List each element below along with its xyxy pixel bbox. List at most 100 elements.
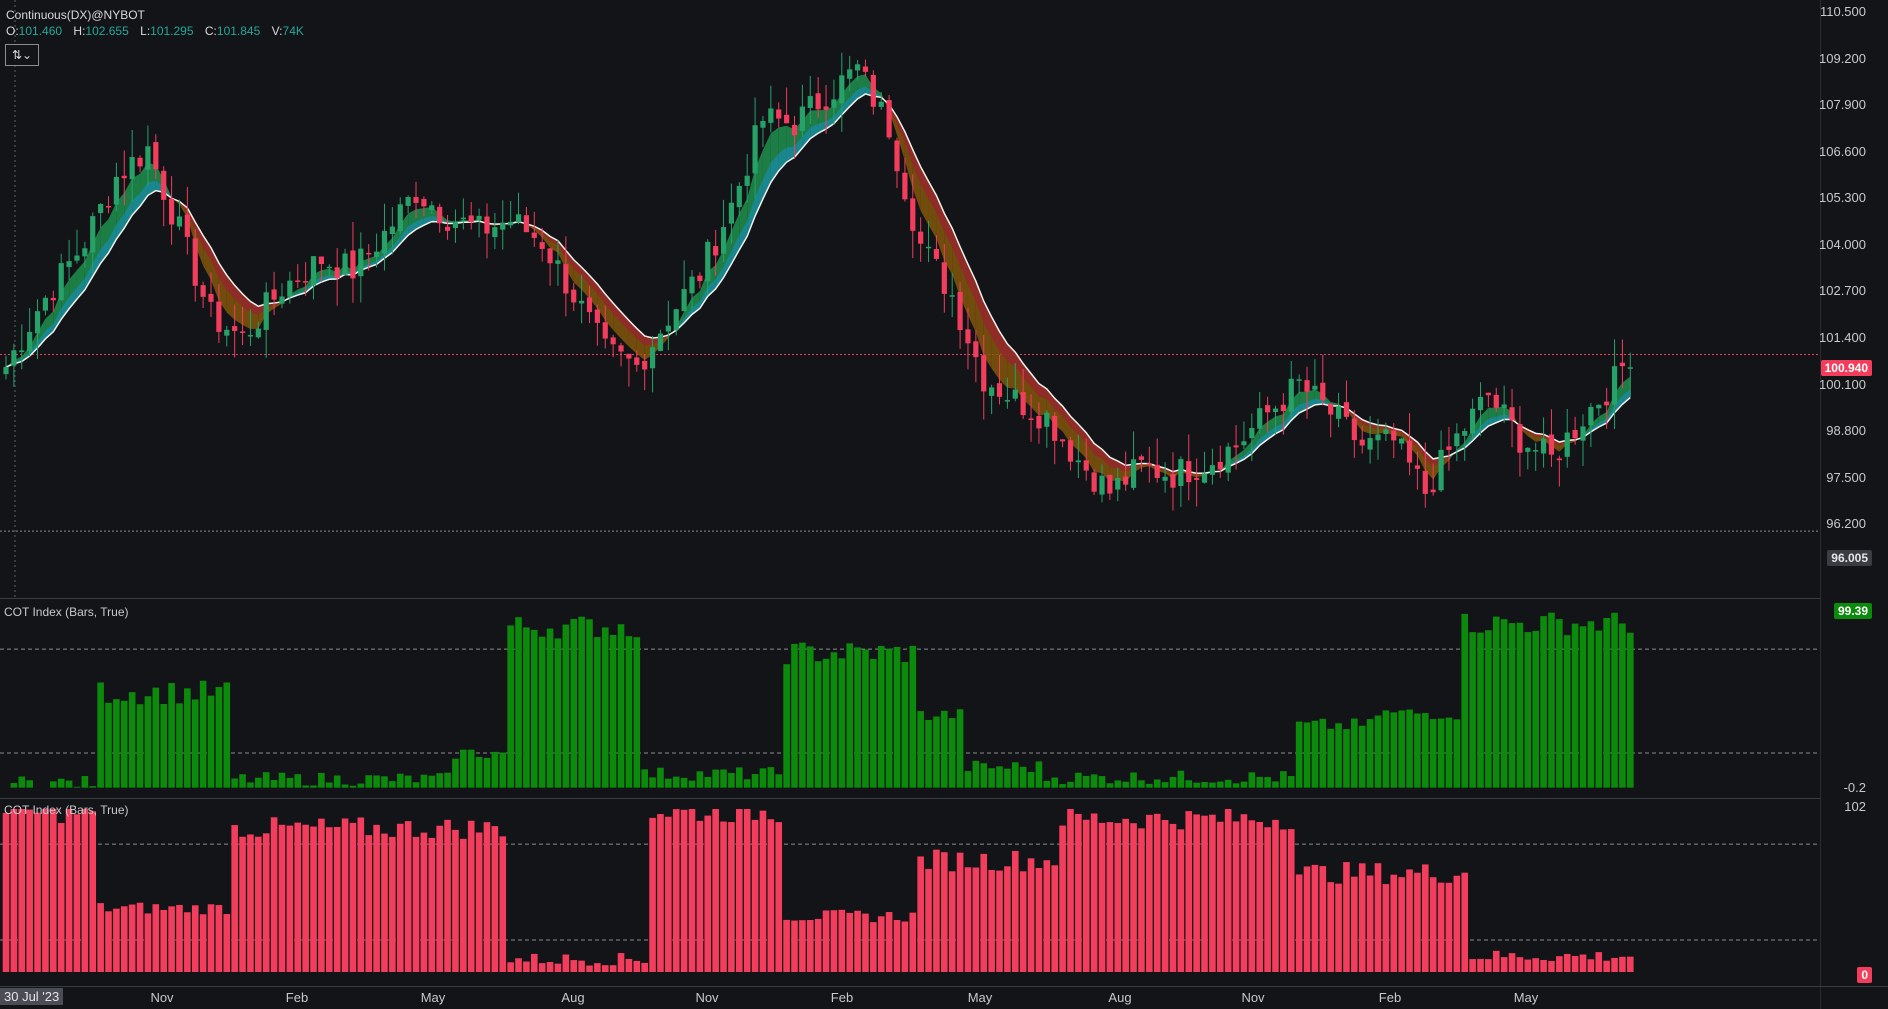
candle-body [563, 264, 569, 294]
cot-long-bar [207, 695, 215, 788]
price-chart[interactable] [0, 0, 1888, 597]
cot-long-bar [1287, 776, 1295, 788]
ribbon-inner-segment [1236, 455, 1244, 464]
candle-body [902, 172, 908, 200]
cot-long-bar [1067, 781, 1074, 788]
candle-body [1446, 446, 1452, 450]
cot-long-chart[interactable] [0, 599, 1888, 798]
candle-body [1414, 465, 1421, 469]
price-axis-label: 102.700 [1819, 283, 1866, 299]
cot-short-bar [1004, 866, 1011, 972]
cot-long-bar [1429, 719, 1437, 788]
ribbon-inner-segment [29, 341, 38, 357]
candle-body [1438, 449, 1444, 491]
cot-short-bar [625, 958, 633, 972]
cot-short-bar [1603, 960, 1610, 972]
ohlcv-legend: O:101.460 H:102.655 L:101.295 C:101.845 … [6, 24, 312, 38]
cot-short-bar [1398, 877, 1405, 972]
cot-long-bar [609, 634, 617, 788]
candle-body [1351, 418, 1357, 441]
cot-long-bar [680, 777, 688, 788]
cot-long-bar [649, 777, 656, 788]
cot-short-bar [467, 820, 475, 972]
cot-long-bar [996, 766, 1003, 788]
candle-body [1493, 394, 1499, 408]
cot-long-bar [523, 627, 530, 788]
candle-body [452, 222, 459, 228]
cot-short-chart[interactable] [0, 799, 1888, 976]
price-axis[interactable] [1820, 0, 1888, 1009]
cot-long-bar [89, 786, 97, 788]
candle-body [129, 157, 135, 180]
cot-long-bar [420, 774, 428, 788]
cot-short-bar [302, 824, 309, 972]
candle-body [539, 242, 545, 249]
cot-pane-long[interactable]: COT Index (Bars, True) [0, 599, 1888, 798]
cot-long-bar [1106, 783, 1114, 788]
cot-short-bar [736, 809, 743, 972]
candle-body [421, 198, 427, 207]
interval-dropdown-button[interactable]: ⇅⌄ [5, 44, 39, 66]
cot-long-bar [507, 625, 514, 788]
ribbon-inner-segment [557, 240, 566, 258]
cot-long-bar [720, 769, 727, 788]
candle-body [200, 285, 206, 297]
candle-body [1343, 402, 1350, 417]
cot-short-bar [1216, 821, 1224, 972]
cot-short-bar [1327, 882, 1334, 972]
cot-short-bar [34, 812, 41, 972]
cot-long-bar [1374, 715, 1382, 788]
cot-short-bar [1209, 814, 1216, 972]
candle-body [476, 215, 482, 220]
ribbon-inner-segment [321, 275, 330, 283]
candle-body [413, 197, 419, 203]
cot-long-bar [65, 780, 73, 788]
cot-short-bar [1492, 950, 1500, 972]
candle-body [571, 289, 577, 303]
candle-body [736, 185, 742, 208]
candle-body [649, 347, 656, 369]
cot-long-bar [286, 777, 294, 788]
cot-short-bar [294, 822, 302, 972]
cot-long-bar [775, 774, 783, 788]
pane-separator[interactable] [0, 598, 1888, 599]
price-axis-label: 106.600 [1819, 143, 1866, 159]
cot-long-bar [1327, 728, 1334, 788]
price-axis-label: 105.300 [1819, 190, 1866, 206]
cot-long-bar [1240, 781, 1248, 788]
cot-short-bar [964, 867, 972, 972]
cot-short-bar [89, 811, 97, 972]
cot-short-bar [751, 819, 759, 972]
cot-long-bar [814, 661, 822, 788]
cot-long-bar [562, 624, 570, 788]
cot-short-bar [617, 953, 625, 972]
cot-long-bar [846, 643, 853, 788]
cot-long-bar [1216, 781, 1224, 788]
ribbon-inner-segment [368, 260, 377, 268]
pane-separator[interactable] [0, 798, 1888, 799]
candle-body [1170, 474, 1176, 488]
price-panel[interactable]: Continuous(DX)@NYBOT O:101.460 H:102.655… [0, 0, 1888, 597]
candle-body [1525, 447, 1531, 452]
cot-long-bar [1556, 619, 1563, 788]
cot-short-bar [10, 809, 18, 972]
ribbon-inner-segment [849, 89, 858, 107]
cot-long-bar [1051, 777, 1059, 788]
candle-body [303, 281, 309, 283]
cot-long-bar [1272, 781, 1279, 788]
ribbon-inner-segment [218, 263, 227, 291]
ribbon-inner-segment [69, 287, 77, 309]
cot-short-bar [822, 910, 830, 972]
ribbon-inner-segment [810, 123, 819, 139]
cot-pane-short[interactable]: COT Index (Bars, True) [0, 799, 1888, 976]
candle-body [1604, 401, 1610, 406]
ribbon-inner-segment [550, 236, 558, 246]
cot-short-bar [846, 912, 853, 972]
cot-long-bar [657, 767, 664, 788]
last-price-badge: 100.940 [1820, 360, 1872, 376]
cot-long-bar [972, 760, 980, 788]
candle-body [626, 353, 632, 359]
cot-short-bar [223, 914, 231, 972]
ribbon-inner-segment [1512, 416, 1520, 427]
ribbon-inner-segment [818, 121, 827, 134]
